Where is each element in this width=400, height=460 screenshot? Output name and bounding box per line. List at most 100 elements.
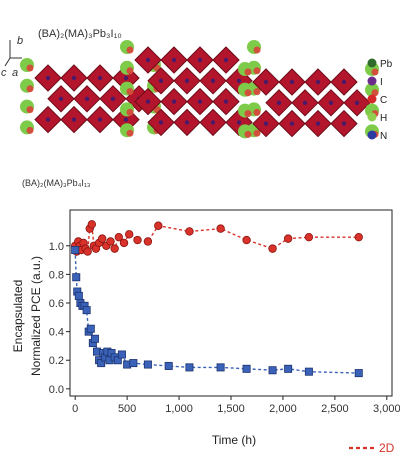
legend-2d-label: 2D — [379, 441, 395, 455]
organic-cation-core — [253, 108, 261, 116]
lead-atom — [71, 117, 77, 122]
lead-atom — [315, 79, 321, 85]
x-tick-label: 0 — [72, 403, 78, 415]
lead-atom — [123, 117, 129, 122]
lead-atom — [236, 78, 242, 84]
x-tick-label: 1,000 — [165, 403, 193, 415]
data-point-square — [74, 291, 83, 300]
axis-a-label: a — [12, 67, 18, 79]
series-marks — [70, 220, 363, 378]
legend-label-n: N — [380, 131, 387, 142]
legend-label-i: I — [380, 77, 383, 88]
lead-atom — [302, 100, 308, 106]
y-tick-label: 1.0 — [49, 241, 64, 253]
lead-atom — [223, 99, 229, 104]
data-point-square — [82, 306, 91, 315]
lead-atom — [263, 79, 269, 85]
lead-atom — [341, 79, 347, 85]
axis-b-label: b — [17, 35, 23, 47]
data-point-circle — [125, 230, 134, 239]
legend-swatch-i — [367, 76, 377, 86]
lead-atom — [145, 57, 151, 63]
organic-cation-core — [253, 67, 261, 75]
crystal-structure-illustration: b c a (BA)₂(MA)₃Pb₃I₁₀ (BA)₂(MA)₃Pb₄I₁₃ … — [1, 28, 393, 188]
legend-swatch-h — [367, 112, 377, 122]
organic-cation-core — [26, 64, 34, 72]
y-tick-label: 0.6 — [49, 298, 64, 310]
organic-cation-core — [244, 130, 252, 138]
lead-atom — [236, 120, 242, 125]
pce-chart: 0.0 0.2 0.4 0.6 0.8 1.0 0 500 1,000 1,500 2,000 2,… — [11, 209, 400, 455]
data-point-square — [354, 369, 363, 378]
organic-cation-core — [126, 129, 134, 137]
lead-atom — [315, 121, 321, 126]
data-point-circle — [133, 235, 142, 245]
data-point-circle — [354, 232, 363, 242]
data-point-square — [117, 350, 126, 359]
perovskite-lattice — [20, 40, 379, 139]
lead-atom — [210, 120, 216, 125]
data-point-square — [129, 359, 138, 368]
data-point-circle — [119, 238, 129, 248]
lead-atom — [197, 99, 203, 104]
lead-atom — [58, 96, 64, 102]
legend-label-pb: Pb — [380, 59, 393, 70]
y-axis-label: Normalized PCE (a.u.) — [29, 256, 43, 376]
organic-cation-core — [371, 89, 379, 97]
data-point-circle — [114, 232, 124, 242]
lead-atom — [45, 75, 51, 81]
x-ticks: 0 500 1,000 1,500 2,000 2,500 3,000 — [72, 396, 400, 415]
data-point-square — [268, 366, 277, 375]
legend-2d: 2D — [349, 441, 395, 455]
lead-atom — [184, 78, 190, 84]
data-point-circle — [154, 221, 163, 230]
x-tick-label: 2,000 — [269, 403, 297, 415]
y-axis-label-extra: Encapsulated — [11, 280, 25, 353]
data-point-circle — [143, 237, 153, 246]
lead-atom — [263, 121, 269, 126]
organic-cation-core — [126, 108, 134, 116]
x-tick-label: 500 — [118, 403, 136, 415]
y-tick-label: 0.4 — [49, 327, 64, 339]
lead-atom — [276, 100, 282, 106]
data-point-circle — [242, 235, 251, 245]
lead-atom — [341, 121, 347, 126]
lead-atom — [289, 79, 295, 85]
lead-atom — [97, 75, 103, 81]
data-point-square — [185, 363, 194, 372]
lead-atom — [84, 96, 90, 102]
data-point-square — [72, 273, 81, 282]
data-point-square — [90, 334, 99, 343]
lead-atom — [328, 100, 334, 106]
data-point-circle — [268, 244, 277, 253]
data-point-circle — [87, 220, 97, 229]
organic-cation-core — [244, 89, 252, 97]
legend-label-c: C — [380, 95, 387, 106]
data-point-circle — [216, 224, 225, 233]
y-tick-label: 0.2 — [49, 355, 64, 367]
data-point-square — [304, 367, 313, 376]
lead-atom — [71, 75, 77, 81]
y-tick-label: 0.0 — [49, 384, 64, 396]
data-point-square — [216, 363, 225, 372]
legend-swatch-n — [367, 130, 377, 140]
formula-bottom: (BA)₂(MA)₃Pb₄I₁₃ — [22, 178, 91, 188]
data-point-circle — [97, 234, 107, 243]
data-point-circle — [106, 237, 115, 246]
data-point-circle — [304, 232, 314, 242]
lead-atom — [171, 99, 177, 104]
data-point-circle — [283, 234, 293, 243]
organic-cation-core — [26, 85, 34, 93]
lead-atom — [184, 120, 190, 125]
x-tick-label: 2,500 — [321, 403, 349, 415]
lead-atom — [158, 78, 164, 84]
legend-swatch-pb — [367, 58, 377, 68]
lead-atom — [145, 99, 151, 104]
data-point-circle — [83, 247, 92, 256]
organic-cation-core — [244, 68, 252, 76]
organic-cation-core — [253, 88, 261, 96]
data-point-square — [86, 324, 95, 333]
data-point-square — [242, 364, 251, 373]
